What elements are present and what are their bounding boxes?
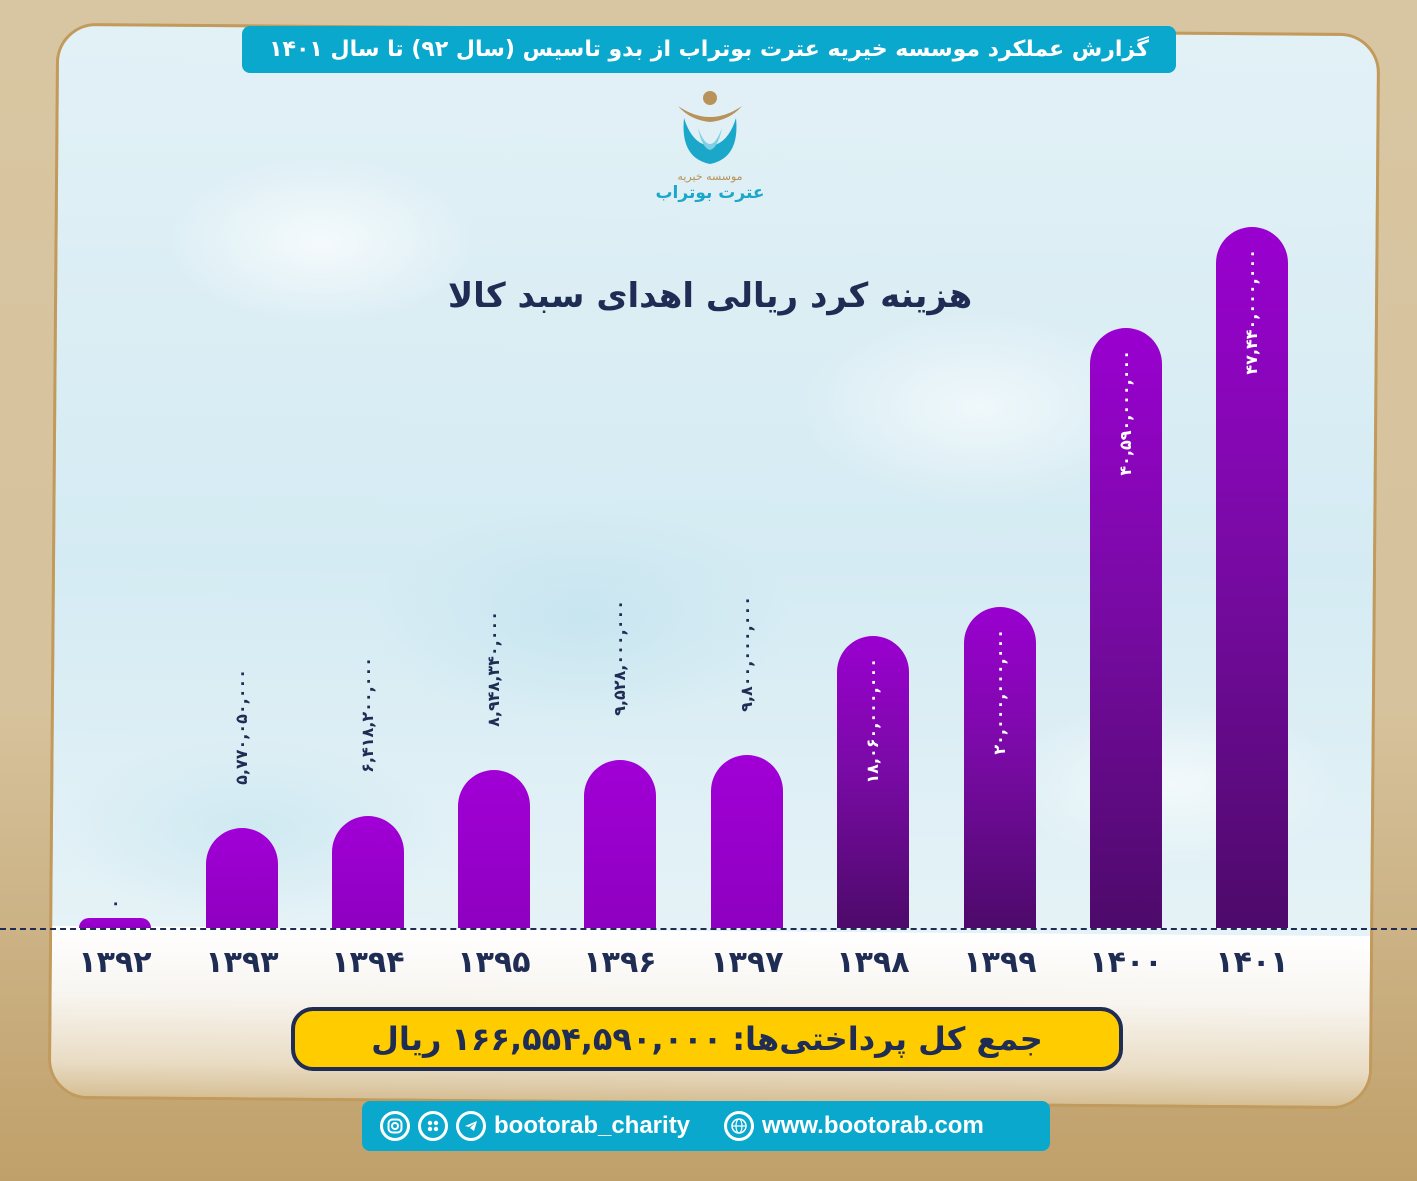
x-axis-label: ۱۳۹۶ [583,945,657,980]
charity-logo: موسسه خیریه عترت بوتراب [655,88,765,213]
bar-value-label: ۰ [105,898,124,909]
x-axis-label: ۱۴۰۱ [1215,945,1289,980]
total-payments-box: جمع کل پرداختی‌ها: ۱۶۶,۵۵۴,۵۹۰,۰۰۰ ریال [291,1007,1123,1071]
logo-subtitle: موسسه خیریه [677,170,743,183]
report-title: گزارش عملکرد موسسه خیریه عترت بوتراب از … [269,37,1149,62]
total-unit: ریال [371,1020,442,1058]
x-axis-label: ۱۳۹۷ [710,945,784,980]
bar-value-label: ۵,۷۷۰,۰۵۰,۰۰۰ [232,668,251,785]
bar-value-label: ۸,۹۴۸,۳۴۰,۰۰۰ [484,610,503,727]
chart-title: هزینه کرد ریالی اهدای سبد کالا [447,276,973,316]
website-link[interactable]: www.bootorab.com [762,1112,984,1139]
bar-value-label: ۹,۸۰۰,۰۰۰,۰۰۰ [737,595,756,712]
bar-4 [584,759,656,928]
bar-value-label: ۴۰,۵۹۰,۰۰۰,۰۰۰ [1116,350,1135,476]
telegram-icon[interactable] [456,1111,486,1141]
instagram-icon[interactable] [380,1111,410,1141]
total-label: جمع کل پرداختی‌ها: [732,1020,1043,1058]
x-axis-label: ۱۳۹۳ [205,945,279,980]
bar-2 [332,816,404,928]
social-handle[interactable]: bootorab_charity [494,1112,691,1139]
bar-6 [837,636,909,928]
logo-name: عترت بوتراب [655,183,765,203]
x-axis-label: ۱۳۹۸ [836,945,910,980]
bar-5 [711,755,783,928]
footer-bar: bootorab_charity www.bootorab.com [362,1101,1050,1151]
x-axis-label: ۱۳۹۲ [78,945,152,980]
x-axis-label: ۱۴۰۰ [1089,945,1163,980]
bar-7 [964,607,1036,928]
bar-1 [206,828,278,928]
aparat-icon[interactable] [418,1111,448,1141]
total-value: ۱۶۶,۵۵۴,۵۹۰,۰۰۰ [451,1020,723,1058]
x-axis-label: ۱۳۹۴ [331,945,405,980]
bar-3 [458,770,530,928]
bar-0 [79,918,151,928]
bar-value-label: ۲۰,۰۰۰,۰۰۰,۰۰۰ [990,629,1009,755]
x-axis-label: ۱۳۹۵ [457,945,531,980]
bar-9 [1216,227,1288,928]
report-header: گزارش عملکرد موسسه خیریه عترت بوتراب از … [242,26,1176,73]
bar-value-label: ۶,۴۱۸,۲۰۰,۰۰۰ [358,656,377,773]
x-axis-label: ۱۳۹۹ [963,945,1037,980]
bar-8 [1090,328,1162,928]
bar-value-label: ۹,۵۲۸,۰۰۰,۰۰۰ [610,600,629,717]
bar-value-label: ۱۸,۰۶۰,۰۰۰,۰۰۰ [863,658,882,784]
globe-icon [724,1111,755,1141]
chart-baseline [0,928,1417,930]
logo-icon [678,91,742,164]
bar-value-label: ۴۷,۴۴۰,۰۰۰,۰۰۰ [1242,249,1261,375]
